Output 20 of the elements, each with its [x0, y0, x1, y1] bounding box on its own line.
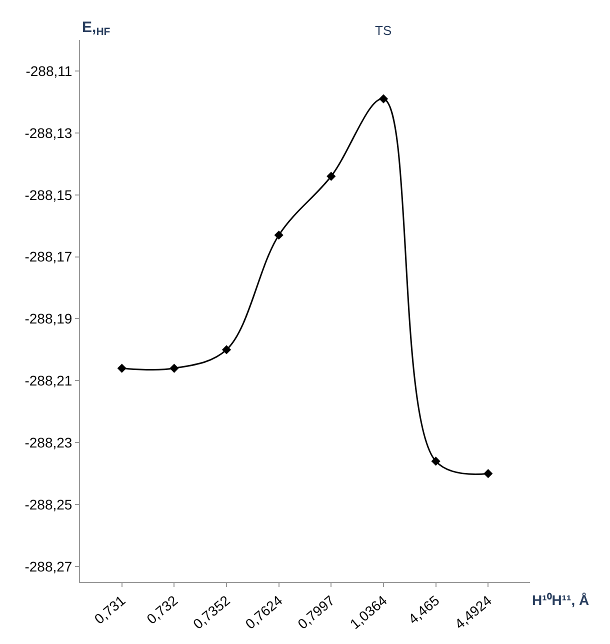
y-tick-label: -288,25: [24, 496, 72, 512]
text: TS: [375, 23, 392, 38]
point: [378, 94, 388, 104]
point: [170, 364, 179, 373]
point: [326, 172, 336, 181]
x-axis-title: H¹⁰H¹¹, Å: [532, 592, 590, 608]
point: [222, 345, 232, 354]
y-tick-label: -288,21: [24, 372, 72, 389]
y-tick-label: -288,15: [24, 186, 72, 203]
y-tick-label: -288,27: [24, 558, 72, 574]
point: [431, 456, 440, 466]
y-tick-label: -288,23: [24, 434, 72, 451]
point: [484, 469, 493, 478]
y-axis-title: E,$_{HF}$: [82, 19, 111, 38]
y-tick-label: -288,11: [26, 62, 72, 79]
y-tick-label: -288,19: [24, 310, 72, 327]
point: [117, 364, 126, 373]
point: [274, 230, 284, 240]
y-tick-label: -288,13: [24, 124, 72, 141]
y-tick-label: -288,17: [24, 248, 72, 265]
